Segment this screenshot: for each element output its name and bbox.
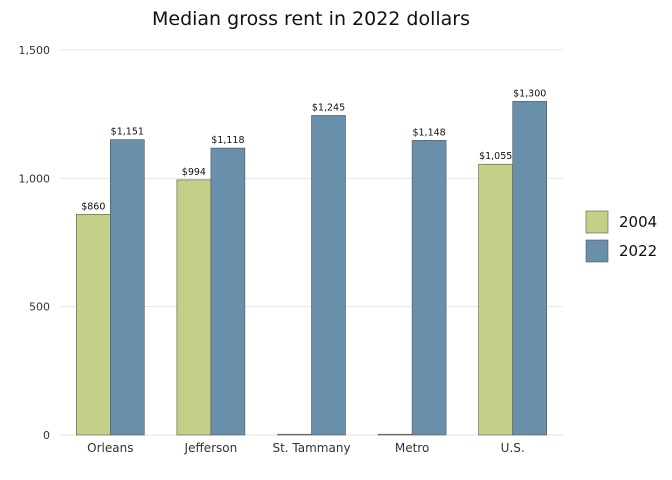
x-tick-label: Jefferson <box>184 441 238 455</box>
data-label: $1,055 <box>479 151 512 162</box>
bar-2022-jefferson <box>210 147 246 436</box>
bar-2022-st-tammany <box>311 115 346 436</box>
data-label: $1,118 <box>211 135 244 146</box>
legend-label-2004: 2004 <box>619 213 657 231</box>
data-label: $860 <box>81 201 105 212</box>
y-tick-label: 1,000 <box>19 172 51 185</box>
bar-2022-orleans <box>110 139 145 436</box>
legend-swatch-2004 <box>585 210 609 234</box>
bar-2004-metro <box>377 433 413 436</box>
data-label: $1,151 <box>111 127 144 138</box>
data-label: $1,148 <box>412 127 445 138</box>
bar-2004-st-tammany <box>277 433 312 436</box>
bar-2022-metro <box>411 140 447 436</box>
y-axis-tick-labels: 0 500 1,000 1,500 <box>19 44 51 442</box>
data-label: $1,245 <box>312 102 345 113</box>
y-tick-label: 1,500 <box>19 44 51 57</box>
legend-swatch-2022 <box>585 239 609 263</box>
legend-label-2022: 2022 <box>619 242 657 260</box>
x-tick-label: U.S. <box>501 441 525 455</box>
chart-title: Median gross rent in 2022 dollars <box>152 8 470 30</box>
y-tick-label: 500 <box>29 301 50 314</box>
x-tick-label: St. Tammany <box>272 441 350 455</box>
data-labels: $860 $1,151 $994 $1,118 $1,245 $1,148 $1,055 $1… <box>81 88 546 212</box>
bar-2004-jefferson <box>176 179 212 436</box>
x-tick-label: Orleans <box>87 441 133 455</box>
data-label: $994 <box>182 167 206 178</box>
data-label: $1,300 <box>513 88 546 99</box>
bars <box>76 101 548 436</box>
bar-2004-orleans <box>76 213 111 436</box>
bar-2004-u-s- <box>478 163 514 436</box>
x-tick-label: Metro <box>395 441 429 455</box>
y-tick-label: 0 <box>43 429 50 442</box>
x-axis-category-labels: Orleans Jefferson St. Tammany Metro U.S. <box>87 441 525 455</box>
bar-2022-u-s- <box>512 101 548 436</box>
legend: 2004 2022 <box>585 210 657 263</box>
